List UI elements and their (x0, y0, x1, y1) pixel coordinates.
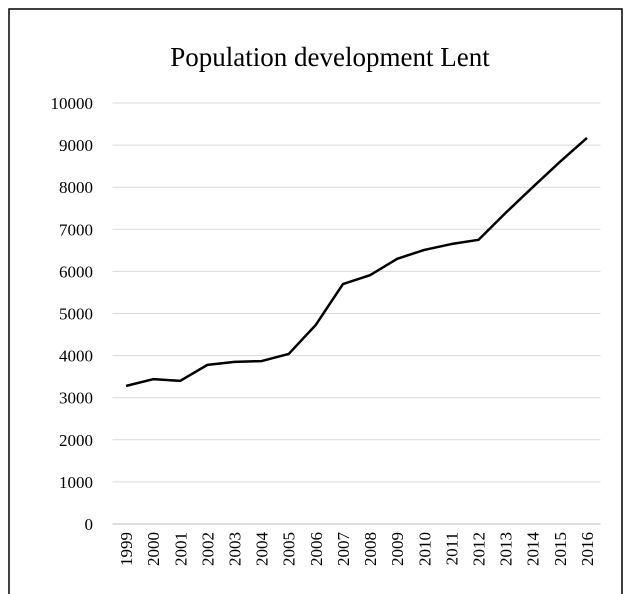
x-tick-label: 2003 (226, 532, 245, 566)
x-tick-label: 2009 (388, 532, 407, 566)
x-tick-label: 2004 (253, 532, 272, 567)
y-tick-label: 5000 (59, 305, 93, 324)
x-tick-label: 2015 (551, 532, 570, 566)
y-tick-label: 8000 (59, 178, 93, 197)
y-tick-label: 1000 (59, 473, 93, 492)
line (125, 137, 588, 388)
x-tick-label: 2000 (144, 532, 163, 566)
y-tick-label: 9000 (59, 136, 93, 155)
x-tick-label: 2006 (307, 532, 326, 566)
x-tick-label: 2012 (470, 532, 489, 566)
x-tick-label: 2013 (497, 532, 516, 566)
frame (8, 8, 623, 594)
x-tick-label: 2016 (578, 532, 597, 566)
chart-title: Population development Lent (170, 42, 490, 72)
y-tick-label: 10000 (51, 94, 94, 113)
x-tick-label: 2001 (171, 532, 190, 566)
x-tick-label: 2010 (415, 532, 434, 566)
y-tick-label: 2000 (59, 431, 93, 450)
y-tick-label: 7000 (59, 220, 93, 239)
y-tick-label: 6000 (59, 262, 93, 281)
y-tick-label: 0 (85, 515, 94, 534)
x-tick-label: 2014 (524, 532, 543, 567)
y-tick-label: 3000 (59, 389, 93, 408)
x-tick-label: 2005 (280, 532, 299, 566)
y-tick-label: 4000 (59, 347, 93, 366)
x-tick-label: 2011 (442, 532, 461, 565)
x-tick-label: 2002 (198, 532, 217, 566)
x-tick-label: 2007 (334, 532, 353, 567)
x-tick-label: 1999 (117, 532, 136, 566)
x-tick-label: 2008 (361, 532, 380, 566)
